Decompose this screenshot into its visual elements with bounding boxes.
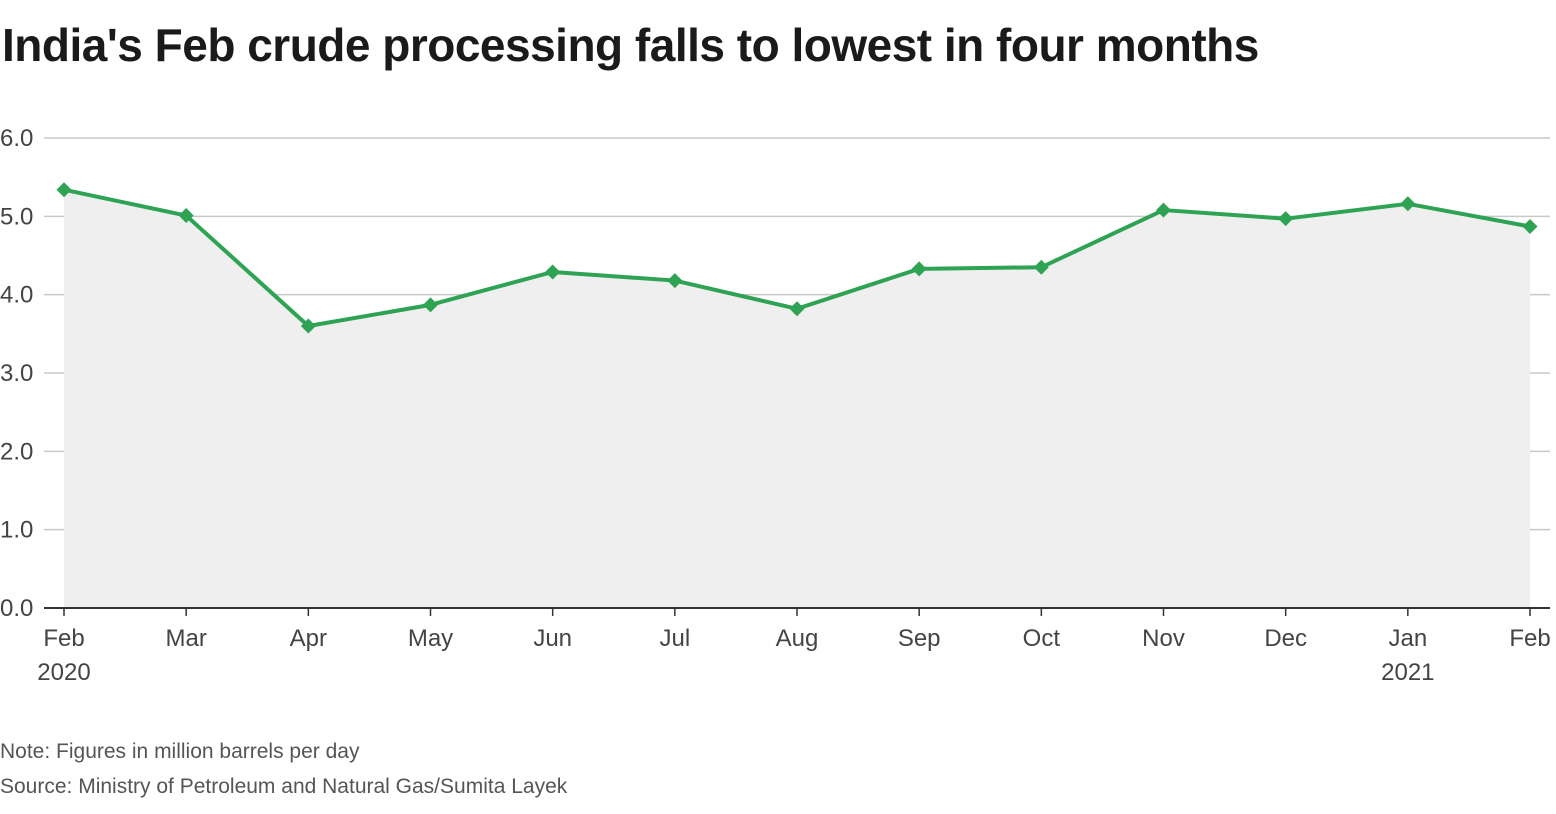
x-tick-label: Feb <box>1509 625 1550 652</box>
y-tick-label: 1.0 <box>0 517 33 544</box>
data-point <box>1156 202 1171 218</box>
x-year-label: 2020 <box>37 659 90 686</box>
y-tick-label: 4.0 <box>0 282 33 309</box>
data-point <box>1522 219 1538 235</box>
chart-source: Source: Ministry of Petroleum and Natura… <box>0 775 568 798</box>
x-tick-label: Jul <box>659 625 690 652</box>
x-tick-label: Jan <box>1388 625 1427 652</box>
data-point <box>178 208 194 224</box>
data-point <box>423 297 438 313</box>
data-point <box>1278 211 1294 227</box>
x-axis-ticks: Feb 2020 Mar Apr May Jun Jul Aug Sep Oct Nov Dec Jan… <box>37 608 1551 686</box>
data-point <box>1033 259 1049 275</box>
y-tick-label: 5.0 <box>0 203 33 230</box>
area-fill-shape <box>64 189 1530 608</box>
x-tick-label: Mar <box>165 625 206 652</box>
chart-note: Note: Figures in million barrels per day <box>0 740 360 763</box>
x-tick-label: Oct <box>1023 625 1061 652</box>
x-tick-label: Dec <box>1264 625 1307 652</box>
x-tick-label: May <box>408 625 453 652</box>
data-point <box>911 261 927 277</box>
data-point <box>789 301 805 317</box>
x-tick-label: Aug <box>776 625 819 652</box>
y-axis-ticks: 0.0 1.0 2.0 3.0 4.0 5.0 6.0 <box>0 125 1550 622</box>
data-point <box>667 273 683 289</box>
x-tick-label: Jun <box>533 625 572 652</box>
x-tick-label: Sep <box>898 625 941 652</box>
data-point <box>300 318 316 334</box>
y-tick-label: 0.0 <box>0 595 33 622</box>
data-point <box>1400 196 1416 212</box>
y-tick-label: 3.0 <box>0 360 33 387</box>
y-tick-label: 2.0 <box>0 438 33 465</box>
series-points <box>56 182 1538 334</box>
data-point <box>56 182 72 198</box>
y-tick-label: 6.0 <box>0 125 33 152</box>
x-tick-label: Feb <box>43 625 84 652</box>
x-year-label: 2021 <box>1381 659 1434 686</box>
chart-title: India's Feb crude processing falls to lo… <box>2 19 1259 71</box>
x-tick-label: Apr <box>290 625 327 652</box>
x-tick-label: Nov <box>1142 625 1185 652</box>
data-point <box>545 264 561 280</box>
area-fill <box>64 189 1530 608</box>
